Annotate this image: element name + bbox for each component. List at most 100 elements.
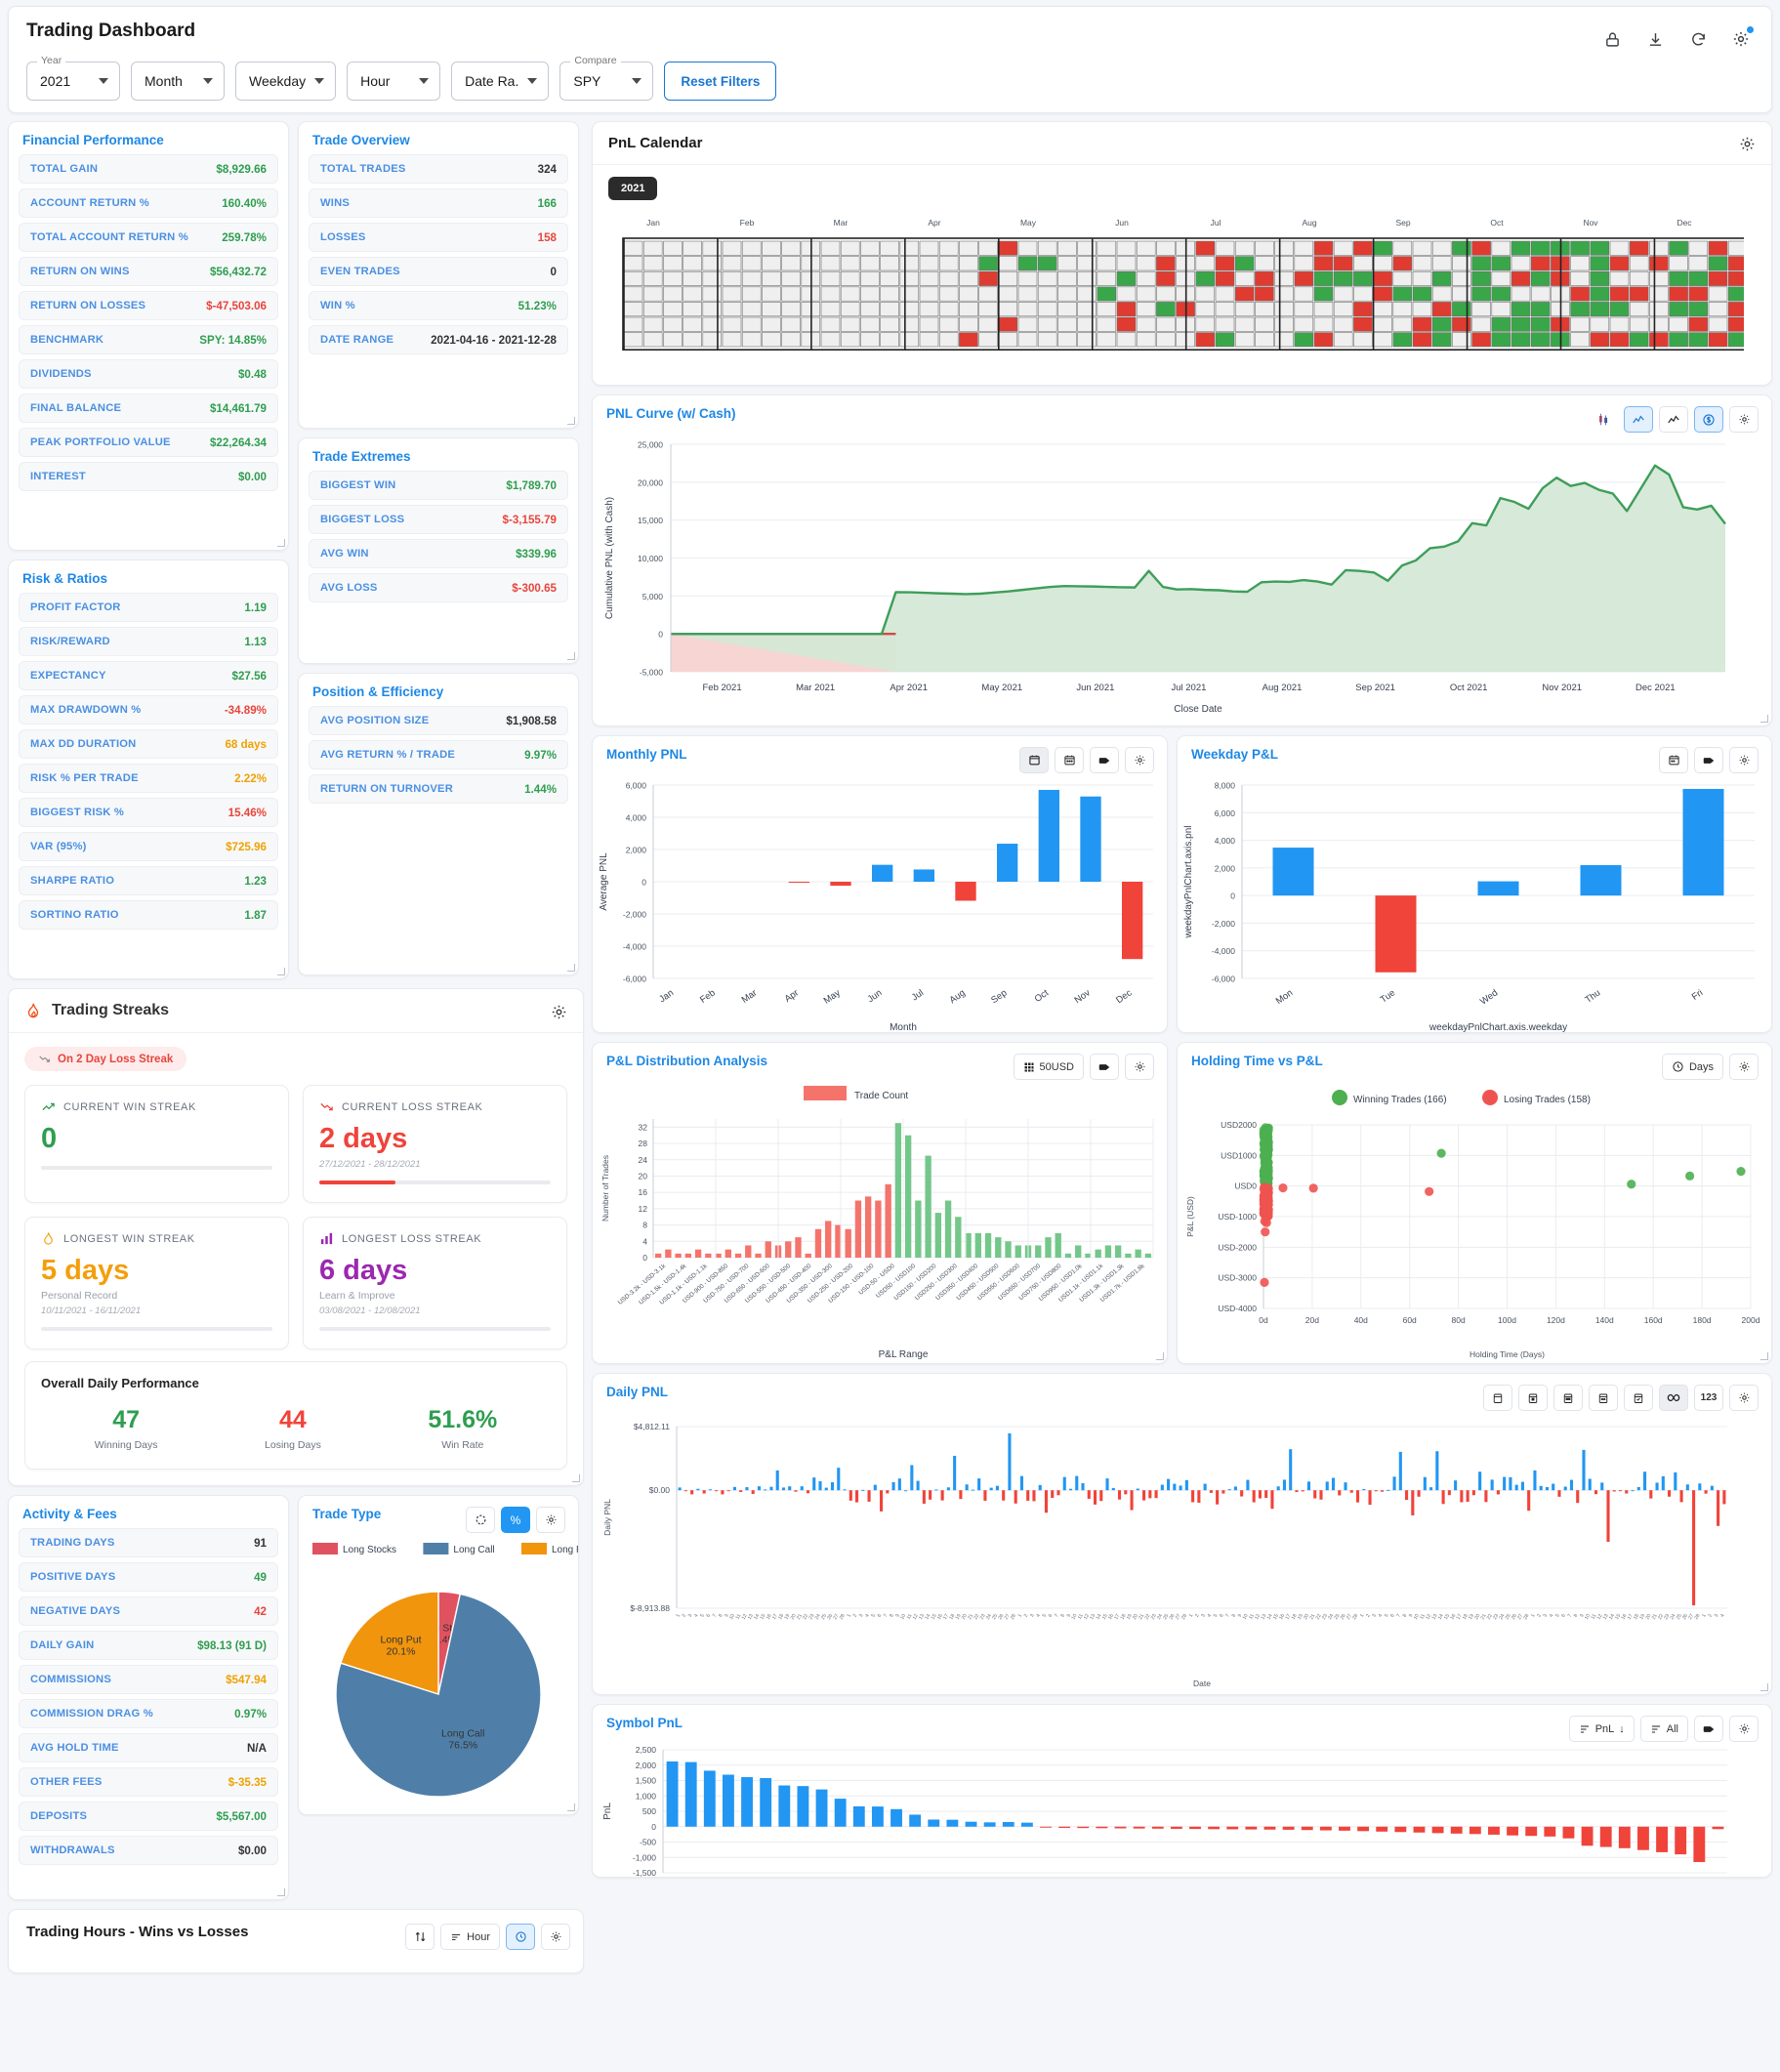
svg-text:20: 20: [1473, 1613, 1481, 1621]
resize-handle[interactable]: [1760, 1352, 1768, 1360]
gear-icon[interactable]: [1739, 136, 1756, 152]
svg-text:500: 500: [642, 1806, 656, 1816]
trade-overview-list: TOTAL TRADES 324 WINS 166 LOSSES 158 EVEN TRAD…: [299, 154, 578, 369]
weekday-pnl-chart[interactable]: 8,000 6,000 4,000 2,000 0 -2,000 -4,000 -6,000 M…: [1178, 773, 1771, 1035]
calendar-year-chip[interactable]: 2021: [608, 177, 658, 200]
stat-value: $-300.65: [512, 581, 557, 595]
svg-text:13: 13: [918, 1613, 926, 1621]
resize-handle[interactable]: [572, 1474, 580, 1482]
svg-text:20: 20: [639, 1171, 648, 1181]
resize-handle[interactable]: [277, 1888, 285, 1896]
svg-text:Wed: Wed: [1478, 987, 1500, 1007]
download-icon[interactable]: [1644, 28, 1666, 50]
filter-compare[interactable]: Compare SPY: [559, 55, 654, 101]
gear-icon[interactable]: [1729, 747, 1759, 773]
percent-icon[interactable]: %: [501, 1507, 530, 1533]
calendar-icon[interactable]: [1019, 747, 1049, 773]
refresh-icon[interactable]: [1687, 28, 1709, 50]
tag-icon[interactable]: [1090, 747, 1119, 773]
calendar-month-icon[interactable]: [1553, 1385, 1583, 1411]
svg-text:20d: 20d: [1305, 1315, 1319, 1325]
risk-ratios-card: Risk & Ratios PROFIT FACTOR 1.19 RISK/REWA…: [8, 559, 289, 979]
svg-text:USD0: USD0: [1234, 1181, 1257, 1191]
gear-icon[interactable]: [1729, 1716, 1759, 1742]
clock-icon[interactable]: Days: [1661, 1054, 1723, 1080]
stat-value: $-47,503.06: [206, 299, 267, 312]
gear-icon[interactable]: [551, 1004, 567, 1020]
filter-month[interactable]: Month: [131, 62, 225, 101]
resize-handle[interactable]: [567, 964, 575, 972]
svg-text:5: 5: [1384, 1613, 1390, 1619]
line-smooth-icon[interactable]: [1624, 406, 1653, 433]
symbol-pnl-chart[interactable]: 2,500 2,000 1,500 1,000 500 0 -500 -1,000 -1,500…: [593, 1742, 1771, 1877]
stat-key: TOTAL TRADES: [320, 163, 406, 175]
resize-handle[interactable]: [277, 539, 285, 547]
resize-handle[interactable]: [1156, 1352, 1164, 1360]
reset-filters-button[interactable]: Reset Filters: [664, 62, 777, 101]
svg-text:Sep 2021: Sep 2021: [1355, 683, 1395, 693]
svg-text:28: 28: [639, 1139, 648, 1148]
resize-handle[interactable]: [567, 417, 575, 425]
gear-icon[interactable]: [1125, 1054, 1154, 1080]
dollar-icon[interactable]: [1694, 406, 1723, 433]
gear-icon[interactable]: [1729, 1385, 1759, 1411]
svg-text:Tue: Tue: [1379, 987, 1397, 1005]
streak-card-date: 10/11/2021 - 16/11/2021: [41, 1305, 142, 1316]
pnl-curve-chart[interactable]: 25,000 20,000 15,000 10,000 5,000 0 -5,000 Feb …: [593, 433, 1771, 725]
resize-handle[interactable]: [277, 968, 285, 975]
line-step-icon[interactable]: [1659, 406, 1688, 433]
calendar-week-icon[interactable]: [1518, 1385, 1548, 1411]
filter-weekday[interactable]: Weekday: [235, 62, 337, 101]
gear-icon[interactable]: [1729, 1054, 1759, 1080]
lock-icon[interactable]: [1601, 28, 1623, 50]
gear-icon[interactable]: [1729, 406, 1759, 433]
calendar-check-icon[interactable]: [1624, 1385, 1653, 1411]
filter-hour[interactable]: Hour: [347, 62, 441, 101]
gear-icon[interactable]: [536, 1507, 565, 1533]
gear-icon[interactable]: [1730, 26, 1754, 50]
streak-progress: [319, 1327, 551, 1331]
stat-row: INTEREST $0.00: [19, 462, 278, 491]
hour-toggle-button[interactable]: Hour: [440, 1924, 500, 1950]
gear-icon[interactable]: [1125, 747, 1154, 773]
calendar-icon[interactable]: [1659, 747, 1688, 773]
svg-text:Jul 2021: Jul 2021: [1171, 683, 1206, 693]
calendar-day-icon[interactable]: [1483, 1385, 1512, 1411]
svg-text:25: 25: [1676, 1613, 1683, 1621]
filter-icon[interactable]: All: [1639, 1716, 1688, 1742]
calendar-week-icon[interactable]: [1055, 747, 1084, 773]
tag-icon[interactable]: [1090, 1054, 1119, 1080]
123-icon[interactable]: 123: [1694, 1385, 1723, 1411]
tag-icon[interactable]: [1694, 1716, 1723, 1742]
pnl-distribution-chart[interactable]: Trade Count 32 28 24 20 16 12 8 4 0 USD-3.2k - USD…: [593, 1080, 1167, 1363]
holding-time-chart[interactable]: Winning Trades (166) Losing Trades (158) U…: [1178, 1080, 1771, 1363]
svg-text:Date: Date: [1193, 1678, 1211, 1688]
resize-handle[interactable]: [1760, 715, 1768, 723]
gear-icon[interactable]: [541, 1924, 570, 1950]
svg-text:16: 16: [1107, 1613, 1115, 1621]
monthly-pnl-chart[interactable]: 6,000 4,000 2,000 0 -2,000 -4,000 -6,000 Jan Feb…: [593, 773, 1167, 1035]
svg-text:6: 6: [1389, 1613, 1396, 1619]
filter-date-range[interactable]: Date Ra.: [451, 62, 550, 101]
sort-updown-icon[interactable]: [405, 1924, 435, 1950]
tag-icon[interactable]: [1694, 747, 1723, 773]
filter-year[interactable]: Year 2021: [26, 55, 120, 101]
card-title: Position & Efficiency: [312, 684, 444, 699]
bin-size-button[interactable]: 50USD: [1013, 1054, 1084, 1080]
svg-text:13: 13: [1260, 1613, 1267, 1621]
sort-icon[interactable]: PnL ↓: [1568, 1716, 1635, 1742]
clock-icon[interactable]: [506, 1924, 535, 1950]
daily-pnl-chart[interactable]: $4,812.11 $0.00 $-8,913.88 1 2 3 4 5 6 7 8 9 10 11 12 1…: [593, 1411, 1771, 1692]
resize-handle[interactable]: [1760, 1683, 1768, 1691]
resize-handle[interactable]: [567, 1803, 575, 1811]
candles-icon[interactable]: [1589, 406, 1618, 433]
calendar-quarter-icon[interactable]: [1589, 1385, 1618, 1411]
calendar-heatmap[interactable]: Jan Feb Mar Apr May Jun Jul Aug Sep Oct Nov Dec: [593, 200, 1771, 385]
infinity-icon[interactable]: [1659, 1385, 1688, 1411]
resize-handle[interactable]: [567, 652, 575, 660]
stat-row: AVG WIN $339.96: [309, 539, 568, 568]
stat-value: 160.40%: [222, 196, 267, 210]
donut-icon[interactable]: [466, 1507, 495, 1533]
stat-value: $22,264.34: [209, 435, 267, 449]
